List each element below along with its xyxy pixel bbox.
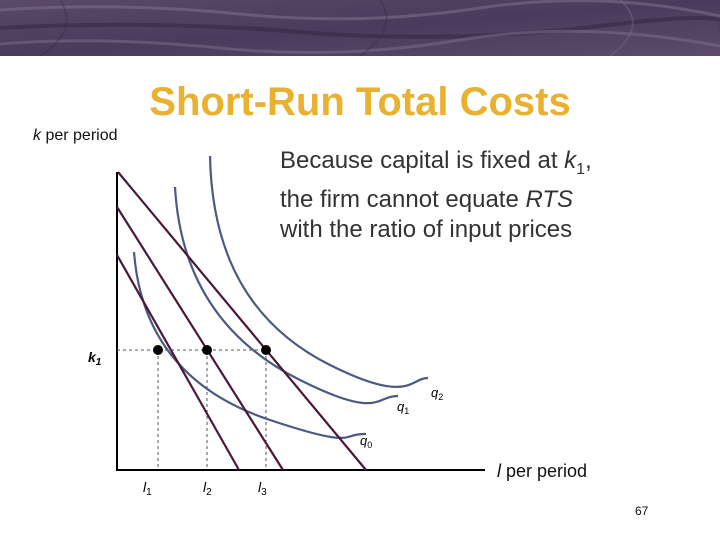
l2-label: l2	[203, 479, 212, 498]
point-l3-k1	[261, 345, 271, 355]
y-axis-label: k per period	[33, 127, 118, 145]
callout-comma: ,	[585, 147, 592, 174]
callout-line-1: Because capital is fixed at k1,	[280, 146, 700, 185]
callout-text: Because capital is fixed at k1, the firm…	[280, 146, 700, 245]
isocost-line-2	[116, 206, 284, 471]
q2-label: q2	[431, 385, 443, 402]
isoquant-q2	[208, 155, 429, 389]
textured-banner	[0, 0, 720, 56]
point-l2-k1	[202, 345, 212, 355]
l3-label: l3	[258, 479, 267, 498]
callout-k-sub: 1	[576, 160, 586, 178]
l1-label: l1	[143, 479, 152, 498]
point-l1-k1	[153, 345, 163, 355]
banner-texture	[0, 0, 720, 56]
y-axis-text: per period	[41, 127, 118, 144]
callout-line-3: with the ratio of input prices	[280, 215, 573, 243]
callout-line-2-text: the firm cannot equate	[280, 185, 526, 213]
x-axis-text: per period	[501, 461, 588, 481]
isocost-line-1	[116, 254, 240, 471]
q0-label: q0	[360, 433, 372, 450]
callout-line-1-text: Because capital is fixed at	[280, 147, 565, 174]
slide-title: Short-Run Total Costs	[149, 80, 571, 124]
y-axis-var: k	[33, 127, 41, 144]
callout-line-2: the firm cannot equate RTS	[280, 185, 700, 215]
isoquant-q1	[173, 186, 399, 405]
callout-k-var: k	[564, 147, 577, 174]
page-number: 67	[635, 504, 649, 518]
q1-label: q1	[397, 399, 409, 416]
x-axis-var: l	[497, 461, 501, 481]
callout-rts: RTS	[525, 185, 574, 213]
isocost-line-3	[117, 171, 367, 471]
isoquant-q0	[132, 251, 367, 439]
x-axis-label: l per period	[497, 461, 587, 482]
k1-label: k1	[88, 349, 102, 368]
